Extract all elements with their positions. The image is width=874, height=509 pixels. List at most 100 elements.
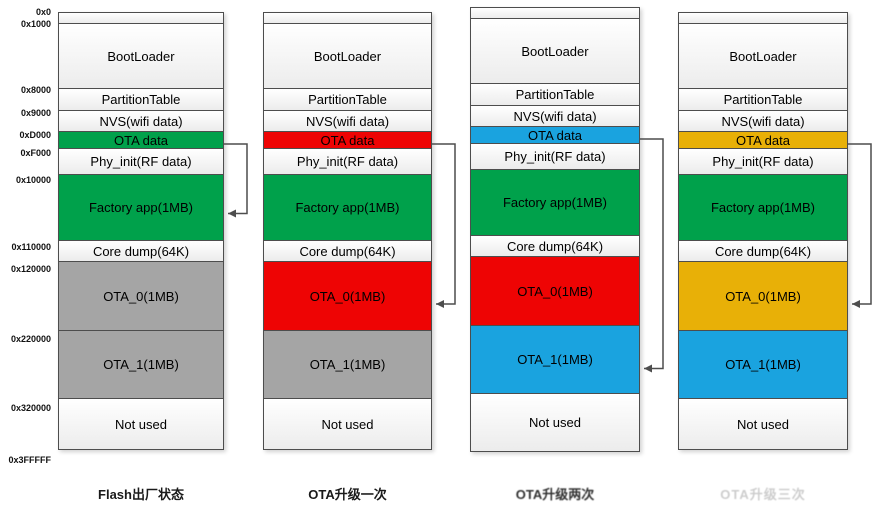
address-label: 0x220000 [10, 334, 51, 344]
segment-not-used: Not used [58, 398, 224, 450]
segment-bootloader: BootLoader [58, 23, 224, 89]
segment-label: Core dump(64K) [506, 238, 604, 254]
boot-pointer-arrow [224, 143, 248, 218]
address-label: 0x110000 [11, 242, 51, 252]
segment-not-used: Not used [678, 398, 848, 450]
memory-column-1: BootLoader PartitionTable NVS(wifi data) OT… [58, 12, 224, 450]
segment-label: OTA_0(1MB) [103, 288, 179, 304]
segment-label: Not used [321, 416, 374, 432]
segment-label: Factory app(1MB) [710, 200, 816, 215]
segment-label: Factory app(1MB) [88, 200, 194, 215]
segment-ota-data: OTA data [263, 131, 432, 149]
address-label: 0x8000 [20, 85, 51, 95]
segment-phy-init-rf-data: Phy_init(RF data) [263, 148, 432, 175]
segment-label: OTA data [320, 132, 375, 148]
memory-column-2: BootLoader PartitionTable NVS(wifi data) OT… [263, 12, 432, 450]
segment-label: OTA data [114, 132, 168, 148]
segment-phy-init-rf-data: Phy_init(RF data) [678, 148, 848, 175]
segment-label: PartitionTable [101, 92, 181, 107]
segment-label: OTA_1(1MB) [309, 357, 386, 372]
segment-bootloader: BootLoader [678, 23, 848, 89]
segment-label: Phy_init(RF data) [296, 154, 399, 169]
segment-label: Not used [736, 416, 790, 432]
segment-label: Not used [528, 415, 582, 430]
segment-label: NVS(wifi data) [99, 113, 183, 129]
segment-ota-1-1mb: OTA_1(1MB) [678, 330, 848, 399]
segment-nvs-wifi-data: NVS(wifi data) [263, 110, 432, 132]
segment-label: OTA_0(1MB) [309, 288, 386, 304]
segment-phy-init-rf-data: Phy_init(RF data) [470, 143, 640, 170]
segment-ota-1-1mb: OTA_1(1MB) [470, 325, 640, 394]
segment-label: Factory app(1MB) [295, 200, 400, 215]
segment-label: Core dump(64K) [714, 243, 812, 259]
caption-row: Flash出厂状态 OTA升级一次 OTA升级两次 OTA升级三次 [0, 484, 874, 504]
segment-label: NVS(wifi data) [721, 113, 805, 129]
memory-column-4: BootLoader PartitionTable NVS(wifi data) OT… [678, 12, 848, 450]
boot-pointer-arrow [432, 143, 456, 308]
segment-ota-data: OTA data [678, 131, 848, 149]
segment-not-used: Not used [263, 398, 432, 450]
column-caption: OTA升级三次 [720, 487, 806, 502]
segment-bootloader: BootLoader [470, 18, 640, 84]
segment-factory-app-1mb: Factory app(1MB) [678, 174, 848, 241]
segment-label: OTA_0(1MB) [517, 283, 593, 299]
segment-nvs-wifi-data: NVS(wifi data) [678, 110, 848, 132]
address-label: 0x320000 [10, 403, 51, 413]
segment-ota-0-1mb: OTA_0(1MB) [678, 261, 848, 331]
segment-label: PartitionTable [723, 92, 803, 107]
segment-partitiontable: PartitionTable [470, 83, 640, 106]
segment-label: BootLoader [107, 48, 175, 64]
segment-label: OTA data [528, 127, 582, 143]
address-label: 0x0 [35, 7, 51, 17]
segment-factory-app-1mb: Factory app(1MB) [470, 169, 640, 236]
segment-partitiontable: PartitionTable [263, 88, 432, 111]
segment-label: Phy_init(RF data) [90, 154, 192, 169]
segment-label: OTA data [736, 132, 790, 148]
segment-ota-1-1mb: OTA_1(1MB) [263, 330, 432, 399]
segment-core-dump-64k: Core dump(64K) [470, 235, 640, 257]
segment-label: BootLoader [313, 48, 382, 64]
segment-label: Core dump(64K) [92, 243, 190, 259]
segment-factory-app-1mb: Factory app(1MB) [58, 174, 224, 241]
segment-label: OTA_1(1MB) [103, 357, 179, 372]
segment-ota-data: OTA data [470, 126, 640, 144]
address-label: 0x3FFFFF [8, 455, 51, 465]
segment-nvs-wifi-data: NVS(wifi data) [58, 110, 224, 132]
address-label: 0x10000 [15, 175, 51, 185]
segment-label: NVS(wifi data) [305, 113, 390, 129]
segment-partitiontable: PartitionTable [58, 88, 224, 111]
address-label: 0xF000 [20, 148, 51, 158]
segment-label: Phy_init(RF data) [712, 154, 814, 169]
segment-factory-app-1mb: Factory app(1MB) [263, 174, 432, 241]
segment-label: BootLoader [521, 43, 589, 59]
address-label: 0x9000 [20, 108, 51, 118]
segment-not-used: Not used [470, 393, 640, 452]
segment-core-dump-64k: Core dump(64K) [58, 240, 224, 262]
segment-nvs-wifi-data: NVS(wifi data) [470, 105, 640, 127]
boot-pointer-arrow [848, 143, 872, 308]
segment-label: PartitionTable [308, 92, 387, 107]
segment-core-dump-64k: Core dump(64K) [678, 240, 848, 262]
segment-ota-0-1mb: OTA_0(1MB) [470, 256, 640, 326]
segment-ota-0-1mb: OTA_0(1MB) [58, 261, 224, 331]
memory-column-3: BootLoader PartitionTable NVS(wifi data) OT… [470, 7, 640, 452]
segment-bootloader: BootLoader [263, 23, 432, 89]
address-label: 0x1000 [20, 19, 51, 29]
segment-ota-0-1mb: OTA_0(1MB) [263, 261, 432, 331]
segment-label: Phy_init(RF data) [504, 149, 606, 164]
column-caption: OTA升级两次 [515, 487, 595, 502]
segment-label: OTA_1(1MB) [517, 352, 593, 367]
segment-label: OTA_0(1MB) [725, 288, 801, 304]
segment-label: BootLoader [729, 48, 797, 64]
column-caption: OTA升级一次 [308, 487, 387, 502]
segment-phy-init-rf-data: Phy_init(RF data) [58, 148, 224, 175]
address-label: 0xD000 [19, 130, 51, 140]
segment-label: Factory app(1MB) [502, 195, 608, 210]
address-gutter: 0x0 0x1000 0x8000 0x9000 0xD000 0xF000 0x10000… [0, 0, 54, 509]
address-label: 0x120000 [10, 264, 51, 274]
segment-label: OTA_1(1MB) [725, 357, 801, 372]
segment-label: NVS(wifi data) [513, 108, 597, 124]
segment-ota-data: OTA data [58, 131, 224, 149]
segment-label: Not used [114, 416, 168, 432]
